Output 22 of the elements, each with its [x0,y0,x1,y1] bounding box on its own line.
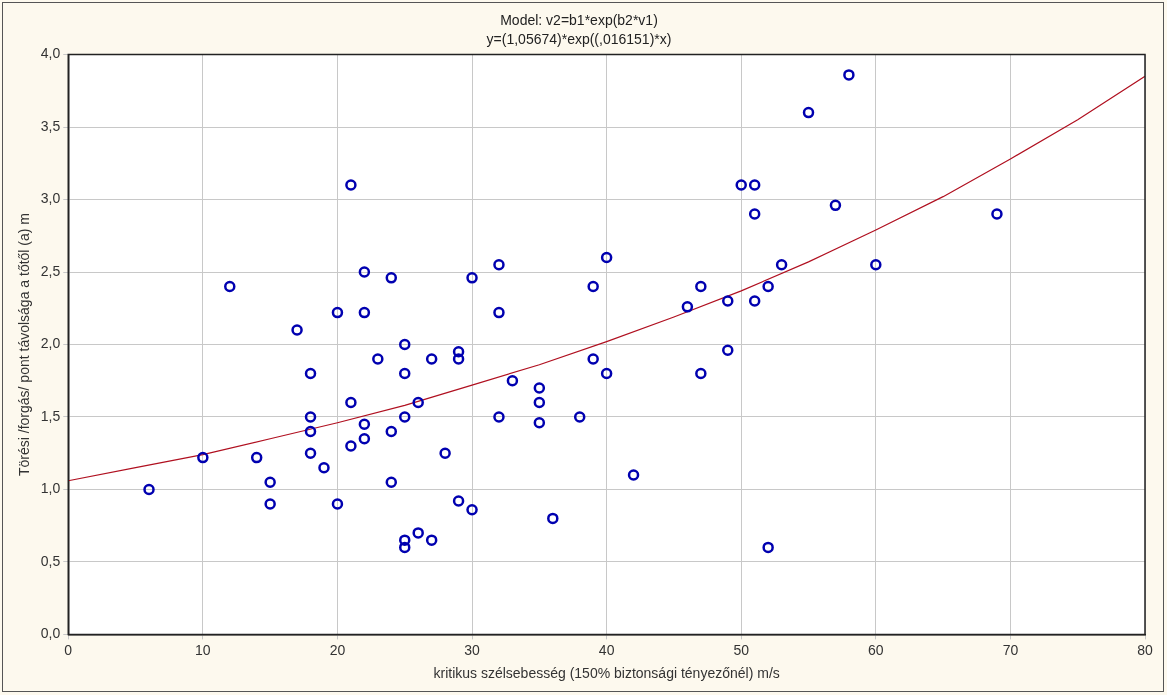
y-axis-title: Törési /forgás/ pont távolsága a tőtől (a) m [16,212,33,477]
x-axis-title: kritikus szélsebesség (150% biztonsági tényezőnél) m/s [433,665,780,682]
x-tick-label: 70 [1002,641,1019,658]
x-tick-label: 10 [195,641,211,658]
x-tick-label: 50 [733,641,750,658]
y-tick-label: 2,0 [40,335,61,352]
y-tick-label: 1,5 [40,407,61,424]
y-tick-label: 0,5 [40,552,61,569]
x-tick-label: 60 [868,641,884,658]
y-tick-label: 3,5 [40,117,61,134]
x-tick-label: 40 [598,641,615,658]
x-tick-label: 80 [1137,641,1153,658]
y-tick-label: 4,0 [40,45,61,62]
y-tick-label: 3,0 [40,190,61,207]
x-tick-label: 0 [64,641,73,658]
x-tick-label: 30 [464,641,481,658]
chart-title: Model: v2=b1*exp(b2*v1) [500,12,658,29]
y-tick-label: 1,0 [40,480,61,497]
chart-subtitle: y=(1,05674)*exp((,016151)*x) [486,31,672,48]
y-tick-label: 0,0 [40,625,61,642]
y-tick-label: 2,5 [40,262,61,279]
x-tick-label: 20 [329,641,346,658]
